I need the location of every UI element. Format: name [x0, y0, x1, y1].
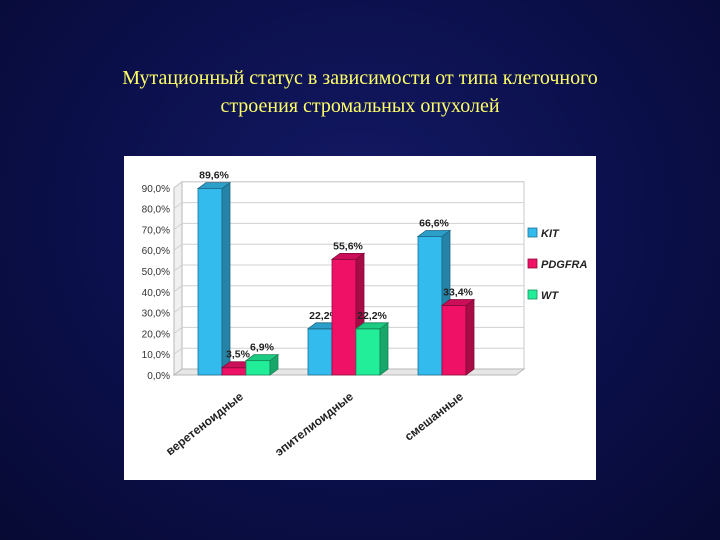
data-label: 3,5% — [226, 349, 251, 361]
y-tick-label: 10,0% — [142, 350, 170, 361]
data-label: 6,9% — [250, 342, 275, 354]
slide-title: Мутационный статус в зависимости от типа… — [40, 64, 680, 120]
title-line-2: строения стромальных опухолей — [220, 95, 500, 117]
bar-top-kit — [196, 182, 232, 190]
bar-side-kit — [221, 181, 231, 376]
bar-kit — [417, 236, 443, 376]
bar-kit — [197, 188, 223, 376]
bar-top-kit — [416, 230, 452, 237]
bar-chart: 0,0% 10,0% 20,0% 30,0% 40,0% 50,0% 60,0% 70,0% 8… — [142, 170, 588, 459]
chart-panel: 0,0% 10,0% 20,0% 30,0% 40,0% 50,0% 60,0% 70,0% 8… — [124, 156, 596, 480]
legend-swatch-kit — [527, 227, 538, 238]
gridline — [173, 222, 524, 230]
bar-pdgfra — [441, 305, 467, 376]
bar-wt — [245, 360, 271, 376]
y-tick-label: 20,0% — [142, 329, 170, 340]
title-line-1: Мутационный статус в зависимости от типа… — [122, 67, 598, 89]
x-category-label: эпителиоидные — [272, 389, 356, 459]
y-tick-label: 90,0% — [142, 184, 170, 195]
bar-side-pdgfra — [465, 298, 475, 376]
gridline — [173, 264, 524, 272]
data-label: 55,6% — [333, 240, 363, 252]
y-tick-label: 70,0% — [142, 225, 170, 236]
y-tick-label: 50,0% — [142, 267, 170, 278]
data-label: 22,2% — [357, 310, 387, 322]
bar-pdgfra — [221, 367, 247, 376]
y-tick-label: 80,0% — [142, 205, 170, 216]
bar-side-wt — [379, 322, 389, 376]
chart-side-wall — [173, 180, 183, 376]
x-category-label: веретеноидные — [163, 389, 246, 458]
data-label: 33,4% — [443, 287, 473, 299]
data-label: 89,6% — [199, 170, 229, 182]
bar-top-pdgfra — [330, 252, 366, 260]
bar-wt — [355, 328, 381, 376]
gridline — [173, 181, 524, 189]
y-tick-label: 60,0% — [142, 246, 170, 257]
y-tick-label: 30,0% — [142, 309, 170, 320]
gridline — [173, 347, 524, 355]
gridline — [173, 243, 524, 251]
gridline — [173, 202, 524, 209]
bar-top-wt — [354, 322, 390, 330]
x-category-label: смешанные — [402, 389, 466, 444]
legend-label-kit: KIT — [541, 228, 560, 240]
gridline — [173, 326, 524, 334]
bar-pdgfra — [331, 258, 357, 376]
y-tick-label: 40,0% — [142, 288, 170, 299]
gridline — [173, 285, 524, 293]
data-label: 66,6% — [419, 217, 449, 229]
gridline — [173, 306, 524, 314]
bar-kit — [307, 328, 333, 376]
bar-top-wt — [244, 354, 280, 362]
legend-swatch-pdgfra — [527, 258, 538, 269]
legend-label-pdgfra: PDGFRA — [541, 259, 588, 271]
y-tick-label: 0,0% — [147, 371, 170, 382]
legend-swatch-wt — [527, 289, 538, 300]
legend-label-wt: WT — [541, 290, 559, 302]
bar-top-pdgfra — [440, 299, 476, 306]
